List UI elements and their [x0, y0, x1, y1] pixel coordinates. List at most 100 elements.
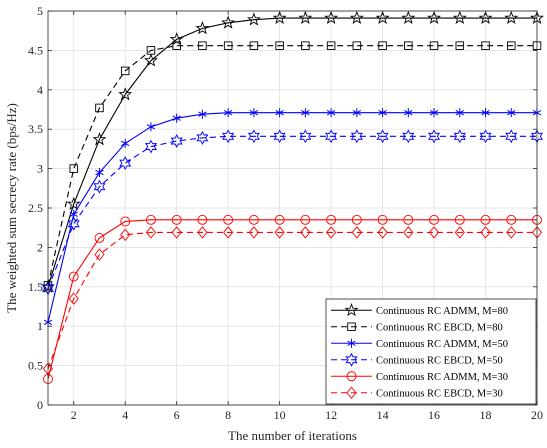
data-point	[275, 41, 284, 50]
asterisk-stroke	[275, 109, 284, 116]
data-point	[326, 41, 336, 50]
x-tick-label: 4	[122, 408, 128, 422]
y-tick-label: 2.5	[28, 201, 43, 215]
asterisk-stroke	[69, 211, 78, 217]
legend: Continuous RC ADMM, M=80 Continuous RC EB…	[325, 298, 537, 405]
data-point	[298, 10, 313, 25]
data-point	[507, 41, 516, 50]
data-point	[404, 41, 413, 50]
legend-item: Continuous RC ADMM, M=50	[331, 338, 508, 350]
data-point	[172, 41, 181, 50]
legend-box	[325, 298, 537, 405]
data-point	[478, 10, 493, 25]
data-point	[195, 21, 210, 35]
data-point	[144, 139, 157, 154]
data-point	[274, 226, 285, 239]
data-point	[428, 129, 441, 144]
data-point	[326, 226, 337, 239]
series-line	[47, 45, 537, 286]
legend-item: Continuous RC EBCD, M=30	[331, 386, 503, 400]
data-point	[480, 226, 491, 239]
legend-label: Continuous RC EBCD, M=80	[376, 323, 503, 334]
asterisk-stroke	[352, 109, 362, 116]
data-point	[223, 214, 234, 225]
legend-marker	[345, 352, 358, 367]
legend-marker	[347, 322, 356, 332]
x-tick-label: 20	[531, 408, 543, 422]
data-point	[146, 122, 156, 132]
legend-marker	[346, 371, 357, 382]
data-point	[66, 196, 81, 210]
data-point	[170, 134, 183, 148]
data-point	[92, 132, 107, 146]
asterisk-stroke	[326, 109, 336, 116]
legend-marker	[347, 338, 356, 348]
data-point	[248, 214, 259, 225]
data-point	[221, 15, 236, 29]
data-point	[324, 10, 339, 25]
asterisk-stroke	[429, 109, 439, 116]
data-point	[172, 113, 181, 123]
data-point	[378, 108, 387, 118]
data-point	[68, 271, 79, 282]
asterisk-stroke	[347, 340, 356, 346]
data-point	[455, 41, 465, 50]
data-point	[479, 129, 492, 144]
data-point	[249, 108, 259, 118]
data-point	[144, 53, 158, 67]
data-point	[378, 41, 387, 50]
data-point	[481, 108, 490, 118]
data-point	[274, 214, 285, 225]
legend-label: Continuous RC ADMM, M=30	[376, 372, 508, 383]
y-tick-label: 2	[37, 240, 43, 254]
data-point	[120, 216, 131, 227]
y-tick-label: 0	[37, 398, 43, 412]
data-point	[145, 226, 157, 239]
data-point	[197, 226, 208, 239]
legend-label: Continuous RC ADMM, M=80	[376, 306, 508, 317]
data-point	[145, 214, 156, 225]
data-point	[247, 129, 260, 144]
data-point	[68, 292, 79, 305]
series-line	[47, 112, 537, 323]
asterisk-stroke	[481, 109, 490, 116]
data-point	[481, 41, 490, 50]
data-point	[248, 226, 259, 239]
data-point	[453, 129, 466, 144]
x-tick-label: 12	[325, 408, 337, 422]
data-point	[196, 130, 209, 145]
data-point	[403, 226, 414, 239]
asterisk-stroke	[507, 109, 516, 116]
data-point	[118, 87, 133, 101]
data-point	[351, 214, 362, 225]
series-4	[41, 129, 544, 296]
data-point	[94, 248, 105, 261]
legend-label: Continuous RC ADMM, M=50	[376, 339, 508, 350]
asterisk-stroke	[223, 109, 233, 116]
data-point	[300, 226, 311, 239]
data-point	[94, 232, 105, 243]
data-point	[301, 108, 310, 118]
x-tick-label: 18	[480, 408, 492, 422]
series-line	[47, 17, 537, 287]
x-tick-label: 2	[71, 408, 77, 422]
data-point	[452, 10, 467, 25]
data-point	[198, 41, 207, 50]
data-point	[377, 226, 388, 239]
data-point	[454, 214, 465, 225]
asterisk-stroke	[378, 109, 387, 116]
data-point	[326, 214, 337, 225]
data-point	[505, 129, 518, 144]
data-point	[375, 10, 390, 25]
legend-marker	[346, 386, 357, 399]
data-point	[223, 226, 234, 239]
data-point	[403, 214, 414, 225]
x-tick-label: 14	[377, 408, 389, 422]
data-point	[504, 10, 519, 25]
data-point	[350, 129, 363, 144]
data-point	[69, 164, 78, 173]
data-point	[349, 10, 364, 25]
asterisk-stroke	[404, 109, 413, 116]
data-point	[352, 41, 362, 50]
